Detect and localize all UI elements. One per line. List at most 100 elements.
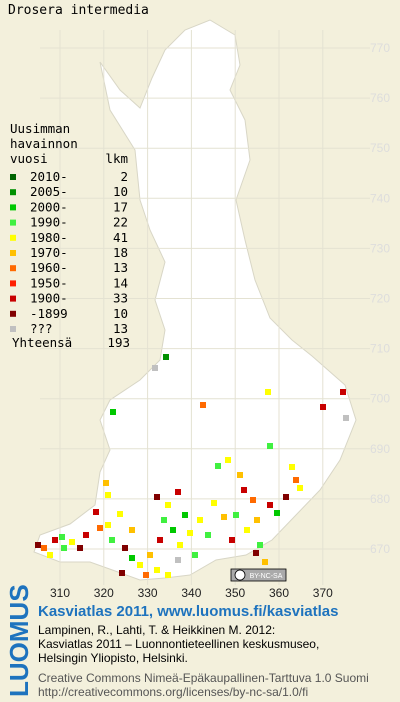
observation bbox=[59, 534, 65, 540]
observations bbox=[35, 354, 349, 578]
legend-label: 2005- bbox=[30, 184, 68, 199]
legend-swatch bbox=[10, 310, 16, 317]
observation bbox=[154, 494, 160, 500]
y-label: 750 bbox=[370, 141, 390, 155]
observation bbox=[225, 457, 231, 463]
legend-swatch bbox=[10, 174, 16, 180]
observation bbox=[200, 402, 206, 408]
observation bbox=[105, 492, 111, 498]
legend-count: 22 bbox=[113, 215, 128, 230]
legend-label: ??? bbox=[30, 321, 53, 336]
observation bbox=[69, 539, 75, 545]
observation bbox=[211, 500, 217, 506]
observation bbox=[267, 502, 273, 508]
observation bbox=[293, 477, 299, 483]
observation bbox=[35, 542, 41, 548]
legend-label: 1980- bbox=[30, 230, 68, 245]
x-label: 320 bbox=[94, 586, 114, 600]
observation bbox=[182, 512, 188, 518]
y-label: 680 bbox=[370, 492, 390, 506]
x-label: 310 bbox=[50, 586, 70, 600]
legend-swatch bbox=[10, 265, 16, 272]
observation bbox=[274, 510, 280, 516]
y-label: 770 bbox=[370, 41, 390, 55]
observation bbox=[170, 527, 176, 533]
observation bbox=[110, 409, 116, 415]
observation bbox=[61, 545, 67, 551]
legend-swatch bbox=[10, 250, 16, 256]
legend-total: 193 bbox=[107, 335, 130, 350]
observation bbox=[129, 527, 135, 533]
legend-total-label: Yhteensä bbox=[12, 335, 72, 350]
observation bbox=[205, 532, 211, 538]
observation bbox=[154, 567, 160, 573]
observation bbox=[97, 525, 103, 531]
observation bbox=[165, 572, 171, 578]
observation bbox=[119, 570, 125, 576]
legend-swatch bbox=[10, 204, 16, 211]
observation bbox=[129, 555, 135, 561]
legend-count: 10 bbox=[113, 306, 128, 321]
observation bbox=[165, 502, 171, 508]
observation bbox=[117, 511, 123, 517]
observation bbox=[283, 494, 289, 500]
observation bbox=[161, 517, 167, 523]
legend-label: 1950- bbox=[30, 275, 68, 290]
observation bbox=[343, 415, 349, 421]
observation bbox=[262, 559, 268, 565]
observation bbox=[253, 550, 259, 556]
observation bbox=[137, 562, 143, 568]
observation bbox=[257, 542, 263, 548]
observation bbox=[177, 542, 183, 548]
legend-heading: Uusimman bbox=[10, 121, 70, 136]
legend-swatch bbox=[10, 234, 16, 241]
x-label: 370 bbox=[313, 586, 333, 600]
legend-swatch bbox=[10, 189, 16, 196]
title: Drosera intermedia bbox=[8, 3, 149, 18]
observation bbox=[297, 485, 303, 491]
observation bbox=[197, 517, 203, 523]
legend-count: 14 bbox=[113, 275, 128, 290]
y-label: 720 bbox=[370, 292, 390, 306]
legend-count: 33 bbox=[113, 291, 128, 306]
observation bbox=[229, 537, 235, 543]
observation bbox=[105, 522, 111, 528]
brand: LUOMUS bbox=[4, 584, 34, 697]
observation bbox=[175, 557, 181, 563]
observation bbox=[265, 389, 271, 395]
badge-box bbox=[230, 568, 287, 582]
observation bbox=[41, 545, 47, 551]
observation bbox=[143, 572, 149, 578]
observation bbox=[340, 389, 346, 395]
legend-swatch bbox=[10, 326, 16, 332]
legend-label: 2000- bbox=[30, 199, 68, 214]
citation: Lampinen, R., Lahti, T. & Heikkinen M. 2… bbox=[38, 623, 275, 637]
legend-label: 2010- bbox=[30, 169, 68, 184]
observation bbox=[152, 365, 158, 371]
badge-text: BY-NC-SA bbox=[250, 573, 283, 580]
y-label: 760 bbox=[370, 91, 390, 105]
legend-label: 1960- bbox=[30, 260, 68, 275]
y-label: 690 bbox=[370, 442, 390, 456]
observation bbox=[103, 480, 109, 486]
license: Creative Commons Nimeä-Epäkaupallinen-Ta… bbox=[38, 671, 369, 685]
observation bbox=[244, 527, 250, 533]
legend-label: -1899 bbox=[30, 306, 68, 321]
legend-swatch bbox=[10, 295, 16, 302]
observation bbox=[163, 354, 169, 360]
observation bbox=[254, 517, 260, 523]
citation: Helsingin Yliopisto, Helsinki. bbox=[38, 651, 188, 665]
y-label: 710 bbox=[370, 342, 390, 356]
x-label: 360 bbox=[269, 586, 289, 600]
badge-icon bbox=[234, 569, 246, 581]
observation bbox=[47, 552, 53, 558]
observation bbox=[241, 487, 247, 493]
legend-label: 1990- bbox=[30, 215, 68, 230]
legend-heading: vuosi bbox=[10, 151, 48, 166]
cc-badge: BY-NC-SA bbox=[230, 568, 287, 582]
legend-label: 1900- bbox=[30, 291, 68, 306]
observation bbox=[233, 512, 239, 518]
observation bbox=[147, 552, 153, 558]
legend-count: 17 bbox=[113, 199, 128, 214]
legend-count: 13 bbox=[113, 260, 128, 275]
